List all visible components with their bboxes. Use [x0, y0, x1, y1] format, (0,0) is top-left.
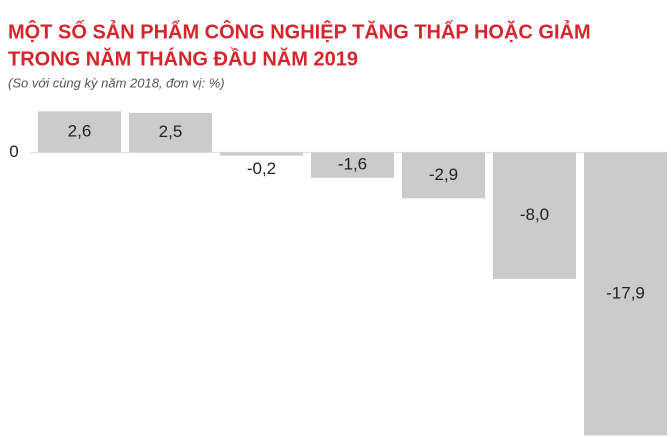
- y-tick-label: 0: [9, 142, 18, 161]
- chart-title: TRONG NĂM THÁNG ĐẦU NĂM 2019: [8, 47, 358, 70]
- bar: [584, 152, 667, 436]
- chart-title: MỘT SỐ SẢN PHẨM CÔNG NGHIỆP TĂNG THẤP HO…: [8, 19, 591, 43]
- bar: [220, 152, 303, 156]
- value-label: -0,2: [247, 159, 276, 178]
- bar: [402, 152, 485, 199]
- value-label: 2,6: [68, 121, 92, 140]
- bar: [38, 111, 121, 153]
- bar: [493, 152, 576, 279]
- value-label: -1,6: [338, 155, 367, 174]
- bar: [311, 152, 394, 178]
- bar: [129, 112, 212, 153]
- value-label: -8,0: [520, 205, 549, 224]
- value-label: 2,5: [159, 122, 183, 141]
- chart-subtitle: (So với cùng kỳ năm 2018, đơn vị: %): [8, 75, 225, 90]
- value-label: -2,9: [429, 165, 458, 184]
- value-label: -17,9: [606, 283, 645, 302]
